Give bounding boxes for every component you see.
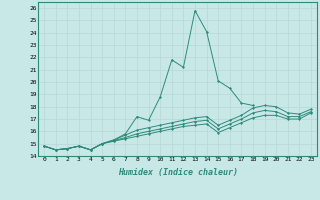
X-axis label: Humidex (Indice chaleur): Humidex (Indice chaleur) [118,168,238,177]
